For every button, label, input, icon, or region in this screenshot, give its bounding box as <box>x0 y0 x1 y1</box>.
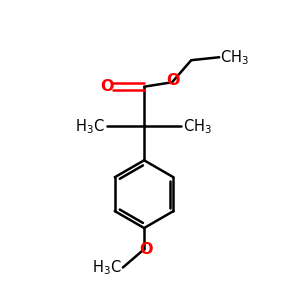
Text: H$_3$C: H$_3$C <box>75 117 105 136</box>
Text: O: O <box>166 73 180 88</box>
Text: O: O <box>100 79 113 94</box>
Text: CH$_3$: CH$_3$ <box>220 48 249 67</box>
Text: CH$_3$: CH$_3$ <box>183 117 211 136</box>
Text: H$_3$C: H$_3$C <box>92 259 122 278</box>
Text: O: O <box>139 242 152 257</box>
